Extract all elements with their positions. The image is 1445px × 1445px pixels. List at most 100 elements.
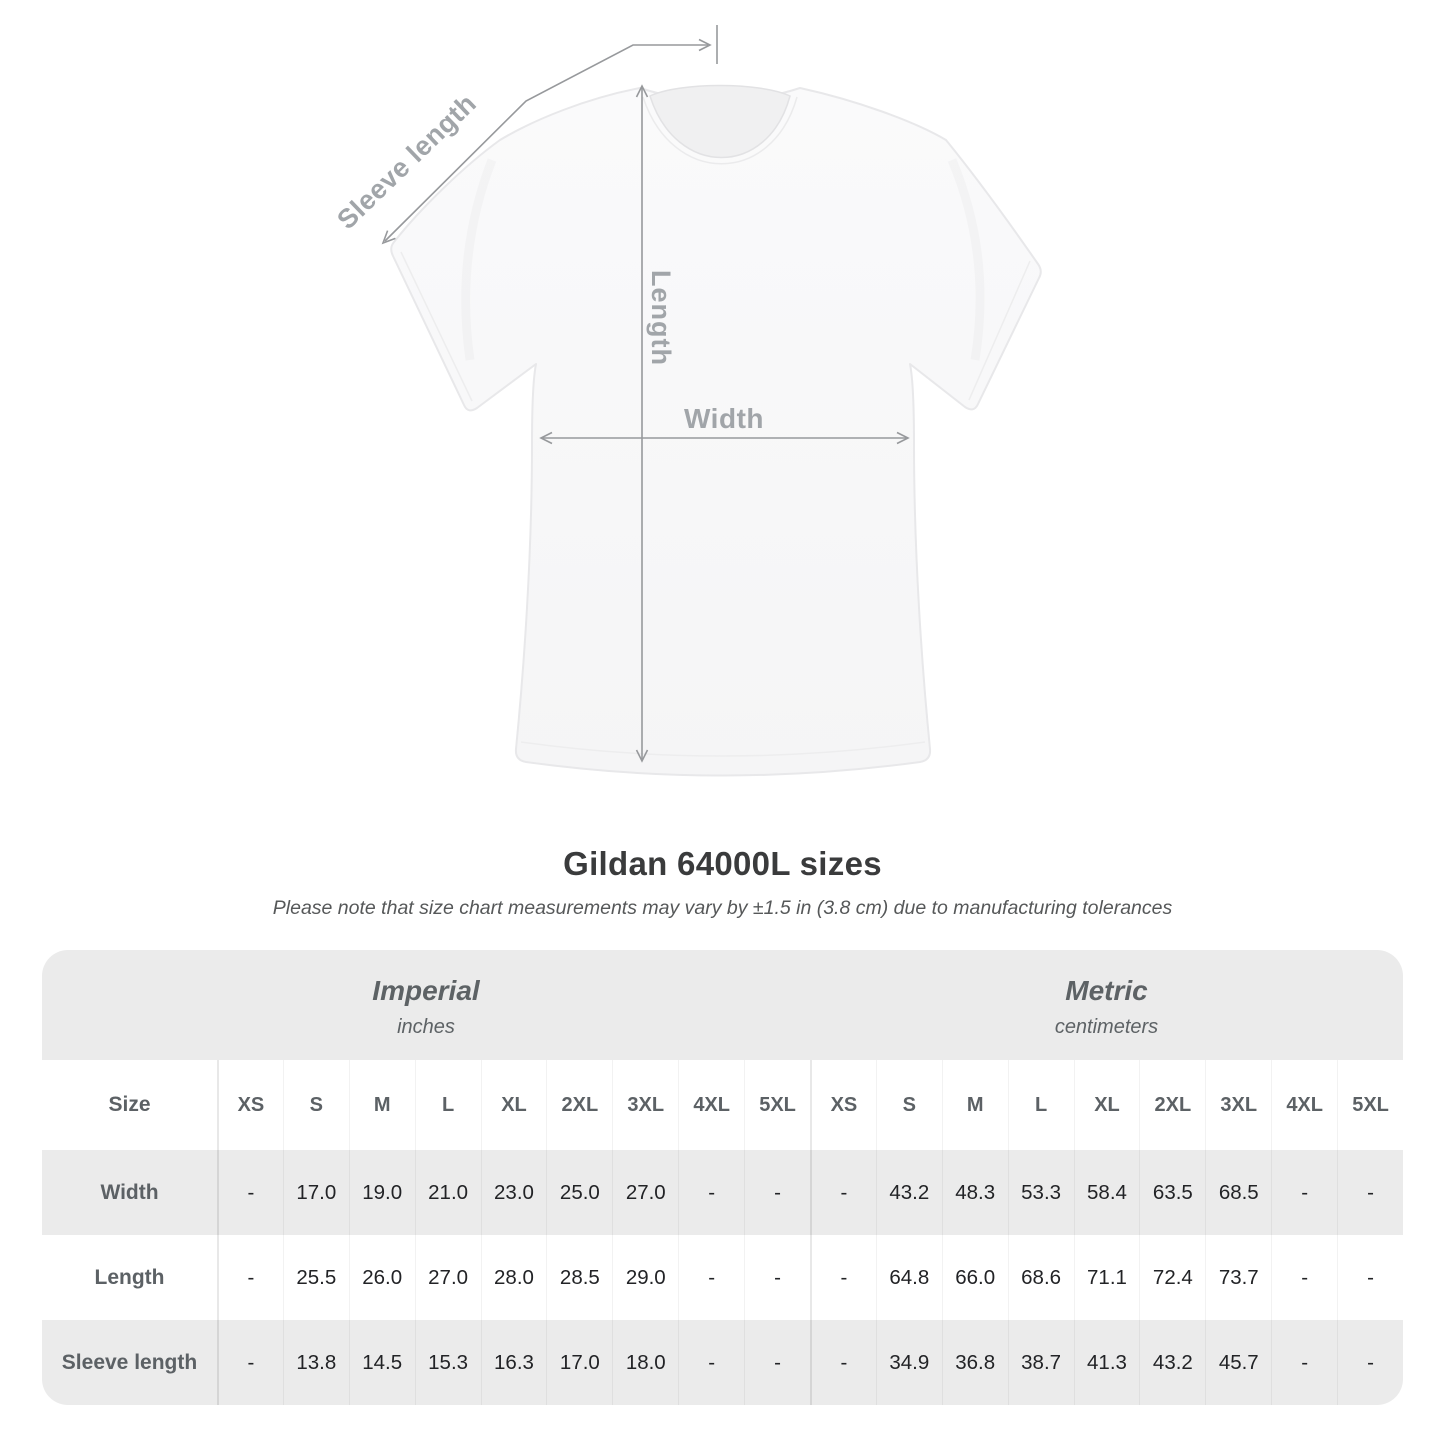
imperial-cell: 18.0 — [612, 1320, 678, 1405]
metric-cell: - — [809, 1235, 876, 1320]
imperial-header: Imperial inches — [42, 950, 810, 1060]
size-col-imperial-4xl: 4XL — [678, 1060, 744, 1150]
imperial-cell: 25.0 — [546, 1150, 612, 1235]
size-header-row: Size XS S M L XL 2XL 3XL 4XL 5XL XS S M L XL 2XL 3XL 4XL 5… — [42, 1060, 1403, 1150]
tshirt-measurement-diagram: Sleeve length Length Width — [331, 25, 1042, 777]
size-col-metric-4xl: 4XL — [1271, 1060, 1337, 1150]
imperial-cell: - — [678, 1150, 744, 1235]
metric-unit: centimeters — [1054, 1016, 1159, 1038]
width-measure-line — [539, 431, 910, 445]
length-measure-line — [635, 84, 649, 763]
row-label: Width — [100, 1180, 159, 1204]
metric-cell: 45.7 — [1205, 1320, 1271, 1405]
imperial-unit: inches — [397, 1016, 455, 1038]
imperial-cell: - — [744, 1320, 810, 1405]
imperial-cell: - — [744, 1235, 810, 1320]
sleeve-length-measure-line — [381, 38, 712, 245]
metric-cell: - — [1337, 1320, 1403, 1405]
imperial-cell: 14.5 — [348, 1320, 415, 1405]
metric-cell: - — [1337, 1150, 1403, 1235]
size-col-imperial-5xl: 5XL — [744, 1060, 810, 1150]
metric-cell: 73.7 — [1205, 1235, 1271, 1320]
metric-cell: - — [1271, 1150, 1337, 1235]
metric-cell: 66.0 — [941, 1235, 1008, 1320]
metric-header: Metric centimeters — [810, 950, 1403, 1060]
size-col-imperial-2xl: 2XL — [546, 1060, 612, 1150]
imperial-cell: 29.0 — [612, 1235, 678, 1320]
imperial-cell: - — [678, 1235, 744, 1320]
size-col-metric-5xl: 5XL — [1337, 1060, 1403, 1150]
imperial-cell: - — [217, 1235, 283, 1320]
imperial-cell: - — [217, 1150, 283, 1235]
imperial-cell: 28.0 — [480, 1235, 547, 1320]
metric-cell: 63.5 — [1139, 1150, 1205, 1235]
imperial-cell: 15.3 — [414, 1320, 481, 1405]
metric-cell: 43.2 — [875, 1150, 942, 1235]
tolerance-note: Please note that size chart measurements… — [272, 897, 1173, 919]
imperial-cell: 27.0 — [612, 1150, 678, 1235]
sleeve-length-row: Sleeve length -13.8 14.5 15.3 16.3 17.0 18.0- -… — [42, 1320, 1403, 1405]
size-col-imperial-3xl: 3XL — [612, 1060, 678, 1150]
metric-cell: 68.6 — [1007, 1235, 1074, 1320]
size-column-label: Size — [108, 1093, 151, 1116]
metric-cell: 58.4 — [1073, 1150, 1140, 1235]
imperial-cell: - — [678, 1320, 744, 1405]
length-row: Length -25.5 26.0 27.0 28.0 28.5 29.0- - -64.8 66… — [42, 1235, 1403, 1320]
length-label: Length — [646, 270, 676, 366]
size-col-imperial-xs: XS — [217, 1060, 283, 1150]
metric-cell: - — [809, 1320, 876, 1405]
size-col-metric-2xl: 2XL — [1139, 1060, 1205, 1150]
size-col-imperial-m: M — [348, 1060, 415, 1150]
width-row: Width -17.0 19.0 21.0 23.0 25.0 27.0- - -43.2 48.… — [42, 1150, 1403, 1235]
metric-cell: - — [1271, 1235, 1337, 1320]
imperial-cell: 23.0 — [480, 1150, 547, 1235]
size-col-metric-xl: XL — [1073, 1060, 1140, 1150]
imperial-cell: - — [217, 1320, 283, 1405]
size-col-metric-s: S — [875, 1060, 942, 1150]
page-title: Gildan 64000L sizes — [563, 845, 882, 882]
imperial-cell: 13.8 — [282, 1320, 349, 1405]
size-col-imperial-xl: XL — [480, 1060, 547, 1150]
metric-cell: 36.8 — [941, 1320, 1008, 1405]
size-col-metric-xs: XS — [809, 1060, 876, 1150]
width-label: Width — [684, 403, 764, 434]
metric-cell: 43.2 — [1139, 1320, 1205, 1405]
imperial-cell: 17.0 — [282, 1150, 349, 1235]
imperial-cell: 17.0 — [546, 1320, 612, 1405]
size-col-imperial-s: S — [282, 1060, 349, 1150]
size-col-metric-l: L — [1007, 1060, 1074, 1150]
imperial-cell: 25.5 — [282, 1235, 349, 1320]
imperial-cell: 27.0 — [414, 1235, 481, 1320]
metric-title: Metric — [1065, 975, 1148, 1006]
imperial-cell: - — [744, 1150, 810, 1235]
metric-cell: 71.1 — [1073, 1235, 1140, 1320]
imperial-cell: 19.0 — [348, 1150, 415, 1235]
imperial-title: Imperial — [372, 975, 480, 1006]
metric-cell: 68.5 — [1205, 1150, 1271, 1235]
size-col-imperial-l: L — [414, 1060, 481, 1150]
size-chart-table: Imperial inches Metric centimeters Size X… — [42, 950, 1403, 1405]
metric-cell: 41.3 — [1073, 1320, 1140, 1405]
imperial-cell: 21.0 — [414, 1150, 481, 1235]
row-label: Length — [94, 1265, 165, 1289]
metric-cell: 38.7 — [1007, 1320, 1074, 1405]
metric-cell: - — [1271, 1320, 1337, 1405]
tshirt-graphic — [390, 84, 1042, 777]
imperial-cell: 28.5 — [546, 1235, 612, 1320]
title-block: Gildan 64000L sizes Please note that siz… — [0, 845, 1445, 920]
size-col-metric-m: M — [941, 1060, 1008, 1150]
row-label: Sleeve length — [61, 1350, 198, 1374]
metric-cell: 64.8 — [875, 1235, 942, 1320]
metric-cell: - — [1337, 1235, 1403, 1320]
unit-header-row: Imperial inches Metric centimeters — [42, 950, 1403, 1060]
metric-cell: 53.3 — [1007, 1150, 1074, 1235]
size-col-metric-3xl: 3XL — [1205, 1060, 1271, 1150]
collar-opening — [649, 84, 791, 159]
metric-cell: 34.9 — [875, 1320, 942, 1405]
metric-cell: 48.3 — [941, 1150, 1008, 1235]
imperial-cell: 16.3 — [480, 1320, 547, 1405]
metric-cell: 72.4 — [1139, 1235, 1205, 1320]
metric-cell: - — [809, 1150, 876, 1235]
imperial-cell: 26.0 — [348, 1235, 415, 1320]
